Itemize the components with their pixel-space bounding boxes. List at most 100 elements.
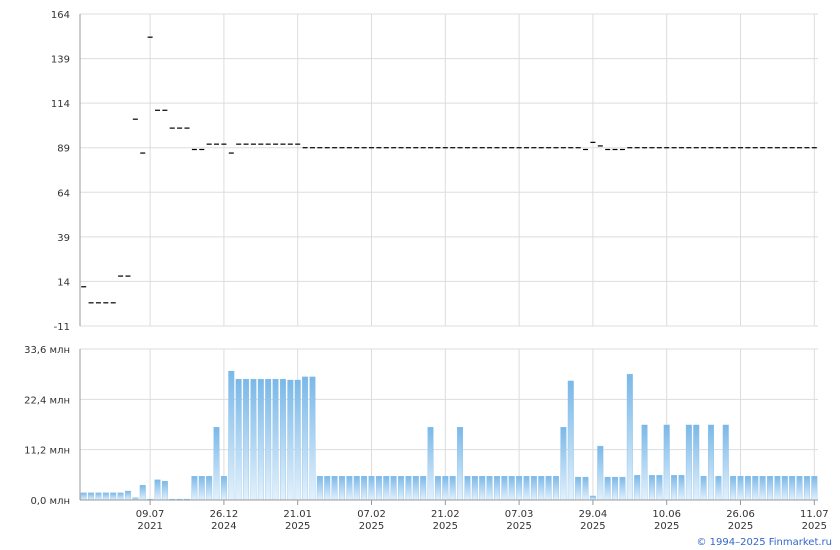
volume-bar <box>796 476 803 501</box>
volume-bar <box>663 424 670 501</box>
volume-bar <box>375 476 382 501</box>
volume-bar <box>265 378 272 501</box>
x-tick-year: 2025 <box>506 521 531 532</box>
volume-bar <box>781 476 788 501</box>
volume-bar <box>412 476 419 501</box>
volume-bar <box>383 476 390 501</box>
y-tick-label: 89 <box>57 144 70 155</box>
volume-bar <box>420 476 427 501</box>
x-tick-year: 2025 <box>285 521 310 532</box>
volume-bar <box>678 475 685 501</box>
y-tick-label: 164 <box>51 10 70 21</box>
x-tick-year: 2025 <box>728 521 753 532</box>
x-tick-label: 26.12 <box>210 509 239 520</box>
x-tick-label: 29.04 <box>579 509 608 520</box>
volume-bar <box>486 476 493 501</box>
volume-bar <box>235 378 242 501</box>
volume-bar <box>139 485 146 501</box>
volume-bar <box>324 476 331 501</box>
volume-bar <box>95 492 102 501</box>
volume-bar <box>243 378 250 501</box>
x-tick-year: 2025 <box>654 521 679 532</box>
footer-link[interactable]: © 1994–2025 Finmarket.ru <box>696 537 832 548</box>
volume-bar <box>737 476 744 501</box>
volume-bar <box>612 476 619 501</box>
volume-bar <box>279 378 286 501</box>
volume-bar <box>641 424 648 501</box>
volume-bar <box>530 476 537 501</box>
volume-bar <box>508 476 515 501</box>
volume-bar <box>774 476 781 501</box>
x-tick-label: 07.02 <box>357 509 386 520</box>
volume-bar <box>80 492 87 501</box>
y-tick-label: 14 <box>57 277 70 288</box>
volume-bar <box>316 476 323 501</box>
volume-bar <box>434 476 441 501</box>
volume-bar <box>361 476 368 501</box>
volume-bar <box>154 479 161 501</box>
volume-bar <box>803 476 810 501</box>
y-tick-label: 139 <box>51 55 70 66</box>
x-tick-year: 2024 <box>211 521 236 532</box>
volume-bar <box>161 480 168 501</box>
volume-bar <box>730 476 737 501</box>
volume-bar <box>693 424 700 501</box>
volume-bar <box>626 374 633 501</box>
volume-bar <box>789 476 796 501</box>
volume-bar <box>700 476 707 501</box>
x-tick-label: 11.07 <box>800 509 829 520</box>
volume-bar <box>545 476 552 501</box>
x-tick-label: 21.01 <box>283 509 312 520</box>
x-tick-year: 2021 <box>137 521 162 532</box>
volume-bar <box>685 424 692 501</box>
volume-bar <box>213 427 220 501</box>
volume-bar <box>302 376 309 501</box>
volume-bar <box>767 476 773 501</box>
x-tick-year: 2025 <box>802 521 827 532</box>
x-tick-year: 2025 <box>433 521 458 532</box>
volume-bar <box>398 476 404 501</box>
volume-bar <box>405 476 412 501</box>
y-tick-label: -11 <box>54 322 70 333</box>
volume-bar <box>125 490 131 501</box>
volume-bar <box>191 476 198 501</box>
y-tick-label: 33,6 млн <box>24 345 70 356</box>
volume-bar <box>331 476 338 501</box>
volume-bar <box>582 476 589 501</box>
volume-bar <box>294 379 301 501</box>
y-tick-label: 114 <box>51 99 70 110</box>
volume-bar <box>538 476 545 501</box>
x-tick-label: 21.02 <box>431 509 460 520</box>
x-tick-label: 26.06 <box>726 509 755 520</box>
volume-bar <box>523 476 530 501</box>
volume-bar <box>198 476 205 501</box>
volume-bar <box>648 475 655 501</box>
volume-bar <box>811 476 818 501</box>
volume-bar <box>752 476 759 501</box>
volume-bar <box>744 476 751 501</box>
volume-bar <box>427 427 434 501</box>
volume-bar <box>228 370 235 501</box>
x-tick-label: 07.03 <box>505 509 534 520</box>
volume-bar <box>457 427 464 501</box>
volume-bar <box>708 424 714 501</box>
volume-bar <box>516 476 523 501</box>
volume-bar <box>287 379 294 501</box>
volume-bar <box>220 476 227 501</box>
volume-bar <box>272 378 279 501</box>
volume-bar <box>390 476 397 501</box>
y-tick-label: 11,2 млн <box>24 446 70 457</box>
volume-bar <box>471 476 478 501</box>
volume-bar <box>722 424 729 501</box>
volume-bar <box>346 476 353 501</box>
volume-bar <box>671 475 678 501</box>
volume-bar <box>479 476 486 501</box>
volume-bar <box>575 476 582 501</box>
y-tick-label: 22,4 млн <box>24 395 70 406</box>
volume-bar <box>501 476 508 501</box>
volume-bar <box>656 475 663 501</box>
volume-bar <box>117 492 124 501</box>
volume-bar <box>88 492 95 501</box>
volume-bar <box>257 378 264 501</box>
